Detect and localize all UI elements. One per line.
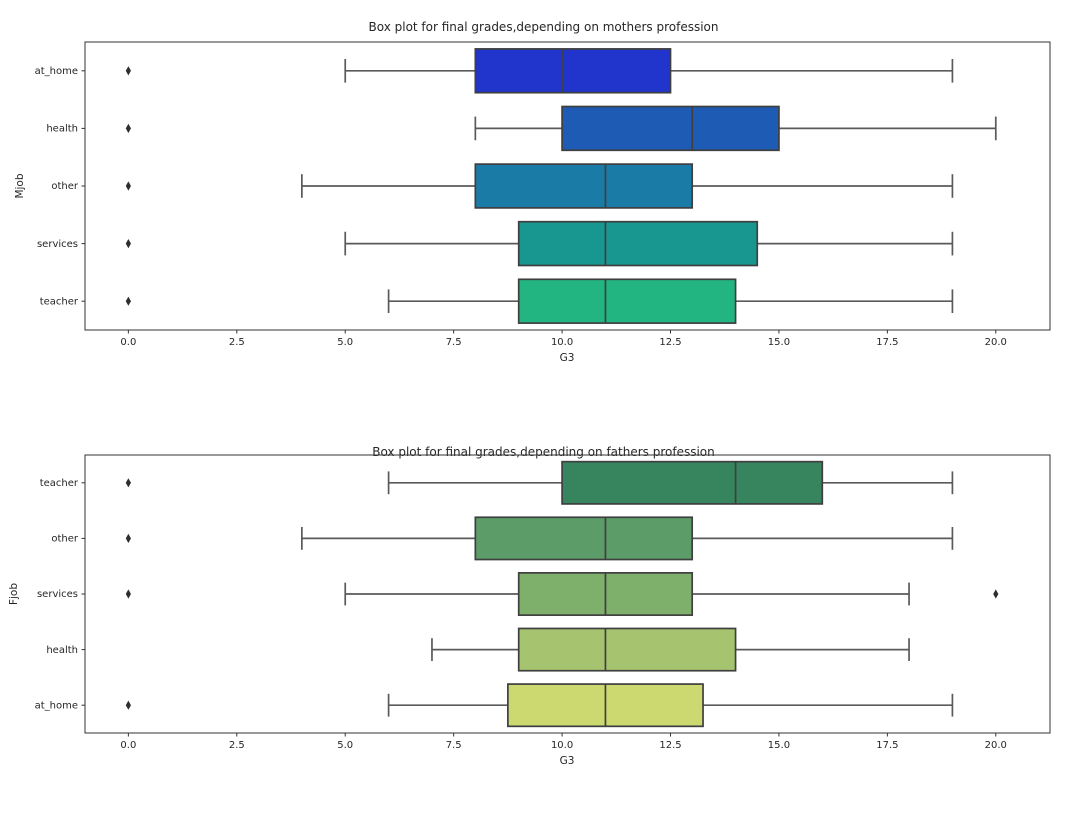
x-tick-label: 20.0 — [985, 337, 1007, 348]
y-tick-label: health — [46, 124, 78, 135]
box — [474, 48, 672, 94]
x-tick-label: 7.5 — [446, 337, 462, 348]
box — [474, 516, 694, 561]
box — [474, 163, 694, 209]
plot-area: teacher other services health at_home 0.0 2.5 5… — [35, 454, 1051, 751]
outlier-marker — [125, 533, 131, 543]
box-group-other — [125, 516, 954, 561]
box-group-teacher — [125, 460, 954, 505]
y-tick-label: services — [37, 589, 78, 600]
axes-frame — [84, 454, 1051, 734]
x-tick-label: 15.0 — [768, 337, 790, 348]
fjob-boxplot-chart: Box plot for final grades,depending on f… — [0, 415, 1087, 819]
x-axis-label: G3 — [559, 755, 575, 767]
x-tick-label: 0.0 — [120, 337, 136, 348]
x-tick-label: 17.5 — [876, 337, 898, 348]
box — [517, 220, 759, 267]
y-tick-label: teacher — [40, 296, 79, 307]
x-tick-label: 12.5 — [659, 337, 681, 348]
box-group-at_home — [125, 48, 954, 94]
box-group-services — [125, 572, 999, 616]
y-tick-label: services — [37, 239, 78, 250]
y-tick-label: other — [51, 534, 79, 545]
box-group-health — [431, 627, 910, 672]
x-tick-label: 0.0 — [120, 740, 136, 751]
outlier-marker — [125, 123, 131, 133]
outlier-marker — [993, 589, 999, 599]
box — [517, 627, 737, 672]
x-tick-label: 20.0 — [985, 740, 1007, 751]
mjob-boxplot-chart: Box plot for final grades,depending on m… — [0, 0, 1087, 405]
outlier-marker — [125, 181, 131, 191]
box-group-services — [125, 220, 954, 267]
box-group-teacher — [125, 278, 954, 324]
box-group-other — [125, 163, 954, 209]
y-tick-label: teacher — [40, 478, 79, 489]
x-tick-label: 10.0 — [551, 740, 573, 751]
outlier-marker — [125, 66, 131, 76]
y-tick-label: other — [51, 181, 79, 192]
x-tick-label: 2.5 — [229, 337, 245, 348]
x-tick-label: 10.0 — [551, 337, 573, 348]
x-axis-label: G3 — [559, 352, 575, 364]
box — [517, 278, 737, 324]
box — [561, 105, 780, 152]
box-group-health — [125, 105, 997, 152]
outlier-marker — [125, 589, 131, 599]
x-tick-label: 12.5 — [659, 740, 681, 751]
x-tick-label: 7.5 — [446, 740, 462, 751]
outlier-marker — [125, 296, 131, 306]
outlier-marker — [125, 478, 131, 488]
y-tick-label: health — [46, 645, 78, 656]
outlier-marker — [125, 700, 131, 710]
axes-frame — [84, 41, 1051, 331]
outlier-marker — [125, 239, 131, 249]
box-group-at_home — [125, 683, 954, 728]
x-tick-label: 17.5 — [876, 740, 898, 751]
x-tick-label: 5.0 — [337, 740, 353, 751]
y-tick-label: at_home — [35, 700, 78, 711]
x-tick-label: 2.5 — [229, 740, 245, 751]
x-tick-label: 15.0 — [768, 740, 790, 751]
box — [561, 460, 824, 505]
chart-title: Box plot for final grades,depending on m… — [368, 20, 719, 34]
x-tick-label: 5.0 — [337, 337, 353, 348]
y-tick-label: at_home — [35, 66, 78, 77]
